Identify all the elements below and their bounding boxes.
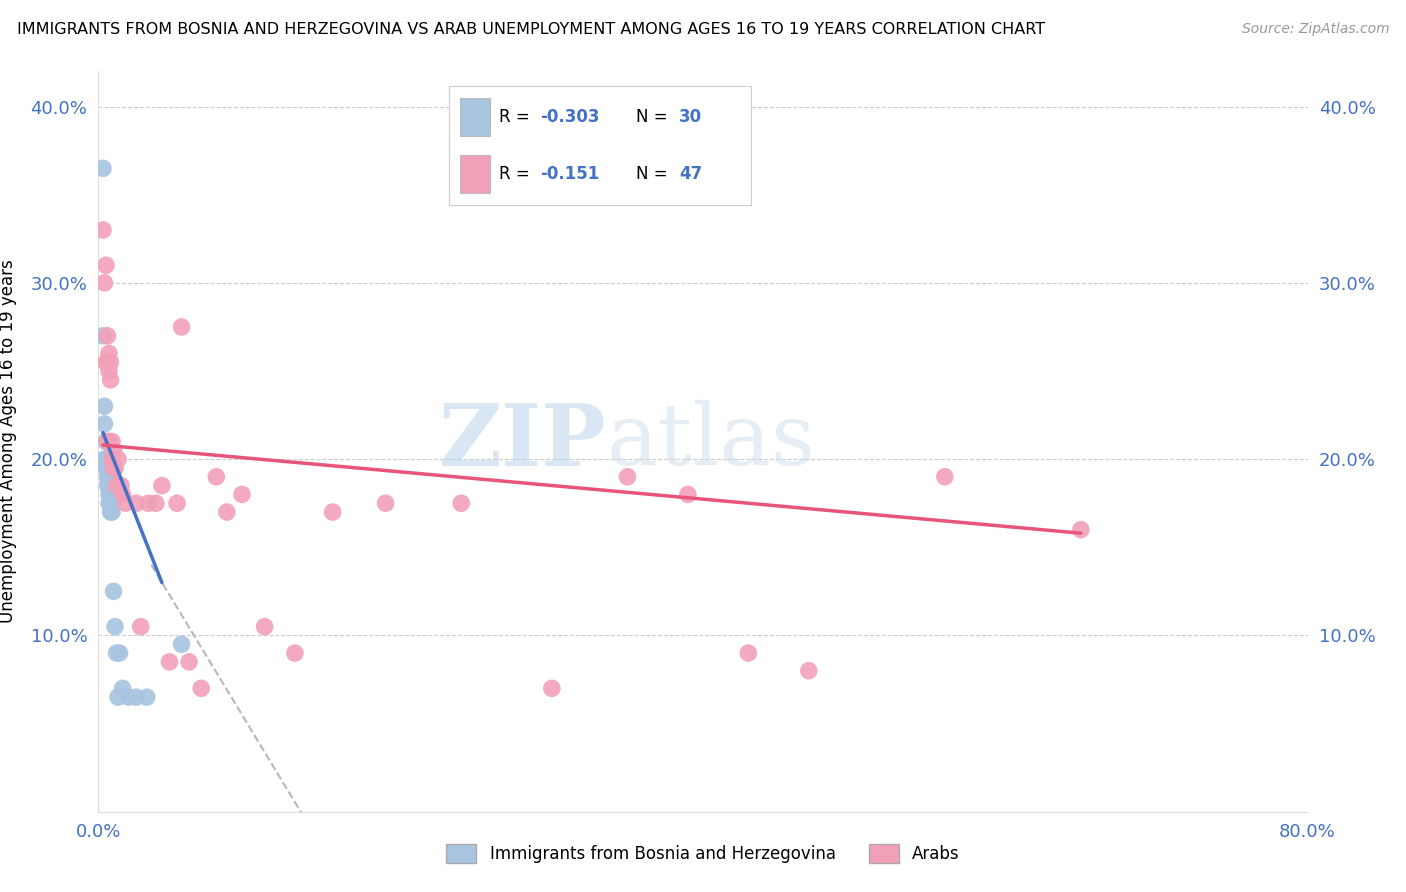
Point — [136, 496, 159, 510]
Point — [170, 320, 193, 334]
Point — [145, 496, 167, 510]
Point — [101, 496, 124, 510]
Point — [101, 452, 124, 467]
Point — [1070, 523, 1092, 537]
Point — [93, 417, 115, 431]
Point — [96, 434, 118, 449]
Point — [118, 690, 141, 705]
Point — [98, 478, 121, 492]
Point — [129, 619, 152, 633]
Point — [94, 434, 117, 449]
Point — [100, 505, 122, 519]
Point — [159, 655, 181, 669]
Point — [94, 355, 117, 369]
Point — [103, 443, 125, 458]
Point — [797, 664, 820, 678]
Point — [737, 646, 759, 660]
Point — [103, 461, 125, 475]
Point — [676, 487, 699, 501]
Point — [107, 690, 129, 705]
Point — [96, 478, 118, 492]
Point — [94, 452, 117, 467]
Point — [98, 496, 121, 510]
Point — [93, 452, 115, 467]
Point — [135, 690, 157, 705]
Point — [107, 452, 129, 467]
Text: Source: ZipAtlas.com: Source: ZipAtlas.com — [1241, 22, 1389, 37]
Point — [104, 619, 127, 633]
Point — [114, 496, 136, 510]
Point — [108, 646, 131, 660]
Point — [96, 328, 118, 343]
Text: IMMIGRANTS FROM BOSNIA AND HERZEGOVINA VS ARAB UNEMPLOYMENT AMONG AGES 16 TO 19 : IMMIGRANTS FROM BOSNIA AND HERZEGOVINA V… — [17, 22, 1045, 37]
Point — [104, 461, 127, 475]
Point — [190, 681, 212, 696]
Y-axis label: Unemployment Among Ages 16 to 19 years: Unemployment Among Ages 16 to 19 years — [0, 260, 17, 624]
Point — [96, 355, 118, 369]
Point — [101, 434, 124, 449]
Point — [231, 487, 253, 501]
Point — [100, 355, 122, 369]
Point — [166, 496, 188, 510]
Point — [934, 470, 956, 484]
Point — [94, 461, 117, 475]
Point — [540, 681, 562, 696]
Point — [105, 646, 128, 660]
Point — [125, 496, 148, 510]
Point — [103, 584, 125, 599]
Legend: Immigrants from Bosnia and Herzegovina, Arabs: Immigrants from Bosnia and Herzegovina, … — [440, 838, 966, 870]
Point — [170, 637, 193, 651]
Point — [98, 470, 121, 484]
Point — [450, 496, 472, 510]
Point — [96, 461, 118, 475]
Point — [101, 505, 124, 519]
Point — [98, 346, 121, 360]
Point — [98, 364, 121, 378]
Point — [616, 470, 638, 484]
Point — [94, 258, 117, 272]
Point — [100, 487, 122, 501]
Point — [253, 619, 276, 633]
Point — [215, 505, 238, 519]
Point — [179, 655, 201, 669]
Point — [91, 328, 114, 343]
Point — [105, 478, 128, 492]
Point — [96, 470, 118, 484]
Point — [93, 399, 115, 413]
Point — [91, 161, 114, 176]
Point — [150, 478, 173, 492]
Point — [111, 487, 134, 501]
Point — [93, 276, 115, 290]
Point — [374, 496, 396, 510]
Point — [110, 478, 132, 492]
Point — [100, 496, 122, 510]
Point — [91, 223, 114, 237]
Text: atlas: atlas — [606, 400, 815, 483]
Point — [322, 505, 344, 519]
Point — [100, 373, 122, 387]
Point — [111, 681, 134, 696]
Text: ZIP: ZIP — [439, 400, 606, 483]
Point — [284, 646, 307, 660]
Point — [98, 434, 121, 449]
Point — [98, 487, 121, 501]
Point — [125, 690, 148, 705]
Point — [205, 470, 228, 484]
